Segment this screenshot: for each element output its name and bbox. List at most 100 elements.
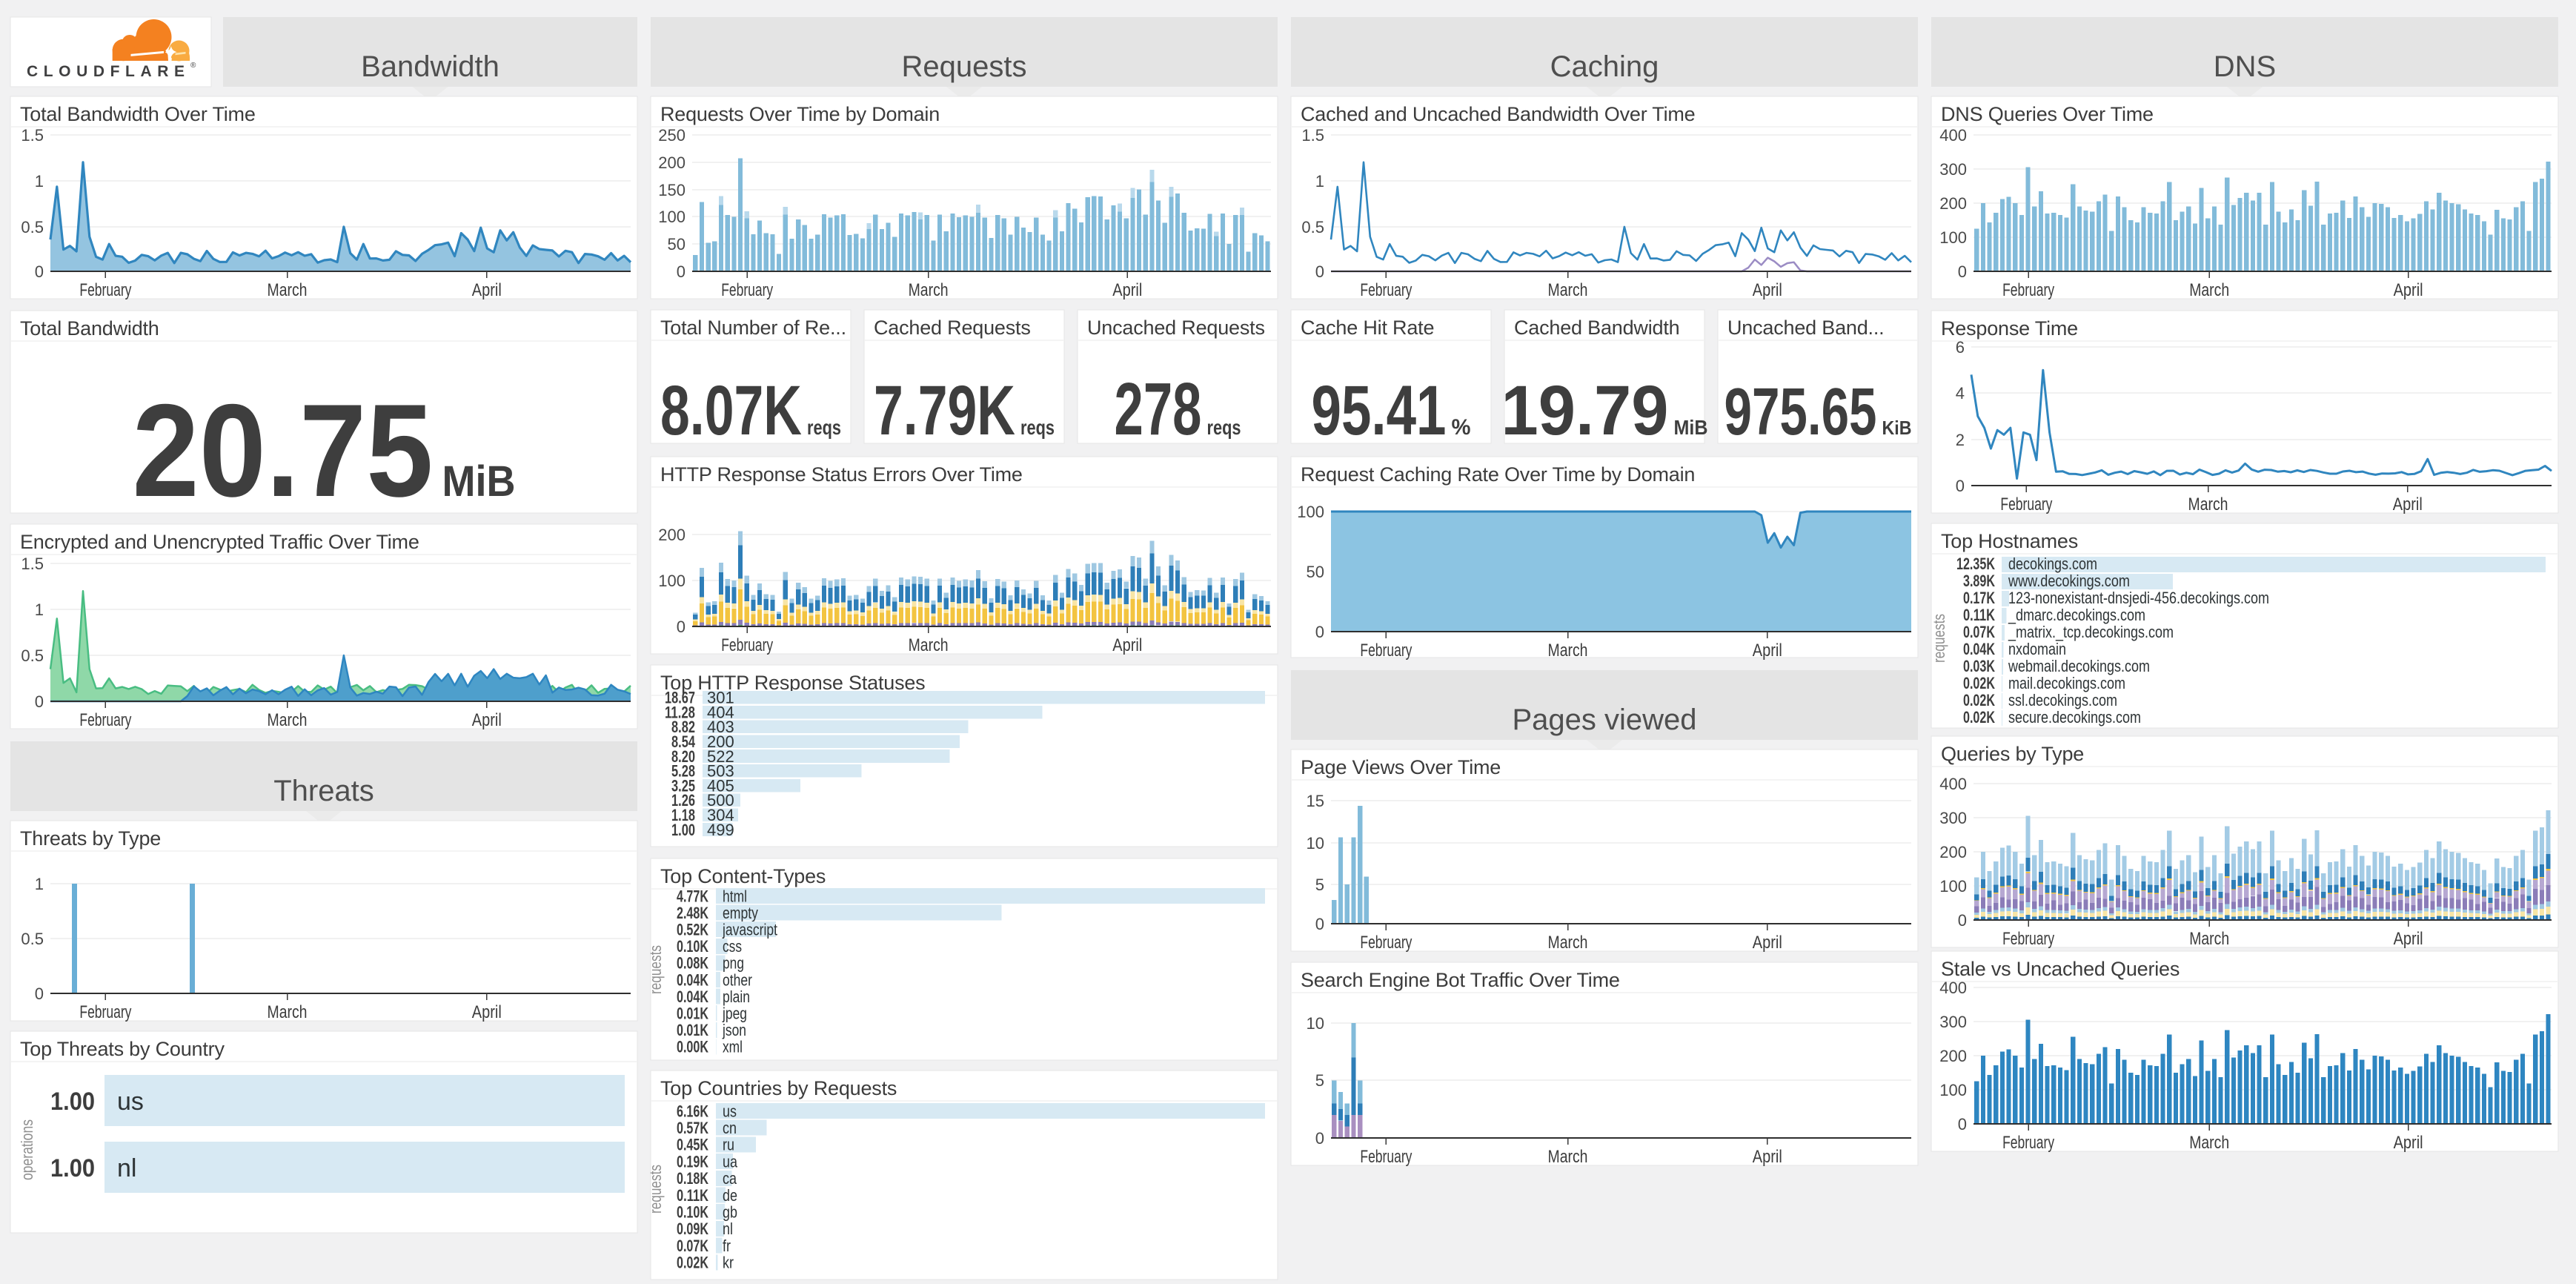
svg-text:0.07K: 0.07K xyxy=(1963,623,1995,641)
svg-text:404: 404 xyxy=(707,703,734,721)
svg-text:MiB: MiB xyxy=(1674,416,1708,439)
svg-text:April: April xyxy=(2394,1133,2423,1153)
svg-text:nxdomain: nxdomain xyxy=(2008,640,2066,658)
svg-text:18.67: 18.67 xyxy=(665,689,695,707)
svg-text:mail.decokings.com: mail.decokings.com xyxy=(2008,674,2125,692)
svg-text:100: 100 xyxy=(1939,1081,1967,1099)
svg-text:secure.decokings.com: secure.decokings.com xyxy=(2008,708,2141,727)
svg-text:200: 200 xyxy=(658,153,686,172)
svg-text:4: 4 xyxy=(1956,384,1965,403)
svg-text:1: 1 xyxy=(35,172,44,191)
svg-text:April: April xyxy=(472,1002,502,1022)
svg-text:522: 522 xyxy=(707,747,734,766)
svg-text:_matrix._tcp.decokings.com: _matrix._tcp.decokings.com xyxy=(2008,623,2174,641)
svg-text:Cached Bandwidth: Cached Bandwidth xyxy=(1514,317,1679,339)
svg-text:Stale vs Uncached Queries: Stale vs Uncached Queries xyxy=(1941,958,2180,980)
svg-text:requests: requests xyxy=(1930,614,1948,663)
svg-text:Queries by Type: Queries by Type xyxy=(1941,743,2084,765)
svg-text:webmail.decokings.com: webmail.decokings.com xyxy=(2008,657,2150,675)
svg-text:301: 301 xyxy=(707,689,734,707)
svg-text:Cached and Uncached Bandwidth: Cached and Uncached Bandwidth Over Time xyxy=(1301,103,1696,125)
svg-text:0.02K: 0.02K xyxy=(1963,674,1995,692)
svg-text:ua: ua xyxy=(723,1152,738,1171)
svg-text:Top HTTP Response Statuses: Top HTTP Response Statuses xyxy=(660,672,925,694)
svg-text:1.5: 1.5 xyxy=(21,555,44,573)
svg-text:1.00: 1.00 xyxy=(50,1154,95,1182)
svg-text:400: 400 xyxy=(1939,126,1967,145)
svg-text:10: 10 xyxy=(1307,1014,1324,1033)
svg-text:Top Content-Types: Top Content-Types xyxy=(660,865,826,887)
svg-text:1.00: 1.00 xyxy=(671,821,695,839)
svg-text:0: 0 xyxy=(35,984,44,1003)
svg-text:400: 400 xyxy=(1939,775,1967,793)
svg-text:March: March xyxy=(2189,929,2229,949)
svg-text:3.89K: 3.89K xyxy=(1963,572,1995,590)
svg-text:empty: empty xyxy=(723,904,758,922)
svg-text:100: 100 xyxy=(1297,503,1324,521)
svg-text:0: 0 xyxy=(1315,262,1324,281)
svg-text:Total Number of Re...: Total Number of Re... xyxy=(660,317,846,339)
svg-text:0.04K: 0.04K xyxy=(1963,640,1995,658)
svg-text:April: April xyxy=(1753,641,1782,661)
svg-text:0.19K: 0.19K xyxy=(677,1152,708,1171)
svg-text:0.02K: 0.02K xyxy=(1963,691,1995,709)
svg-text:March: March xyxy=(909,280,949,300)
svg-text:de: de xyxy=(723,1186,737,1205)
svg-text:400: 400 xyxy=(1939,979,1967,997)
svg-text:February: February xyxy=(1360,641,1412,661)
svg-text:April: April xyxy=(1753,933,1782,953)
svg-text:0.5: 0.5 xyxy=(21,218,44,236)
svg-text:DNS: DNS xyxy=(2214,50,2276,83)
svg-text:Bandwidth: Bandwidth xyxy=(361,50,499,83)
svg-text:0.52K: 0.52K xyxy=(677,921,708,939)
svg-text:50: 50 xyxy=(1307,563,1324,581)
svg-text:February: February xyxy=(1360,280,1412,300)
svg-text:March: March xyxy=(1548,933,1588,953)
svg-text:0: 0 xyxy=(1315,1129,1324,1148)
svg-text:499: 499 xyxy=(707,821,734,839)
svg-text:0.5: 0.5 xyxy=(1301,218,1324,236)
svg-text:100: 100 xyxy=(658,208,686,226)
svg-text:ca: ca xyxy=(723,1169,737,1188)
svg-text:304: 304 xyxy=(707,806,734,824)
svg-text:Caching: Caching xyxy=(1550,50,1659,83)
svg-text:6.16K: 6.16K xyxy=(677,1102,708,1120)
svg-text:March: March xyxy=(268,280,308,300)
svg-text:0.00K: 0.00K xyxy=(677,1038,708,1056)
svg-text:8.07K: 8.07K xyxy=(660,371,802,450)
svg-text:Encrypted and Unencrypted Traf: Encrypted and Unencrypted Traffic Over T… xyxy=(20,531,419,553)
svg-text:0.11K: 0.11K xyxy=(677,1186,708,1205)
svg-text:100: 100 xyxy=(658,572,686,590)
svg-text:503: 503 xyxy=(707,762,734,781)
svg-text:20.75: 20.75 xyxy=(133,377,434,524)
svg-text:Top Countries by Requests: Top Countries by Requests xyxy=(660,1077,897,1099)
svg-text:1.5: 1.5 xyxy=(21,126,44,145)
svg-text:Uncached Band...: Uncached Band... xyxy=(1727,317,1884,339)
svg-text:_dmarc.decokings.com: _dmarc.decokings.com xyxy=(2008,606,2145,624)
svg-text:www.decokings.com: www.decokings.com xyxy=(2008,572,2130,590)
svg-text:css: css xyxy=(723,937,742,956)
svg-text:other: other xyxy=(723,970,752,989)
svg-text:April: April xyxy=(472,280,502,300)
svg-text:300: 300 xyxy=(1939,809,1967,827)
svg-text:100: 100 xyxy=(1939,877,1967,896)
svg-text:February: February xyxy=(1360,1147,1412,1167)
svg-text:February: February xyxy=(79,1002,131,1022)
svg-text:5.28: 5.28 xyxy=(671,762,695,781)
svg-text:8.54: 8.54 xyxy=(671,732,696,751)
svg-text:ssl.decokings.com: ssl.decokings.com xyxy=(2008,691,2117,709)
svg-text:4.77K: 4.77K xyxy=(677,887,708,905)
svg-text:0: 0 xyxy=(1315,623,1324,641)
svg-text:0.57K: 0.57K xyxy=(677,1119,708,1137)
svg-text:0: 0 xyxy=(35,262,44,281)
svg-text:requests: requests xyxy=(646,1165,665,1214)
svg-text:gb: gb xyxy=(723,1203,737,1222)
svg-text:0: 0 xyxy=(35,692,44,711)
svg-text:278: 278 xyxy=(1115,368,1202,451)
svg-text:March: March xyxy=(1548,280,1588,300)
svg-text:April: April xyxy=(2394,929,2423,949)
svg-text:Cached Requests: Cached Requests xyxy=(874,317,1031,339)
svg-text:html: html xyxy=(723,887,747,905)
svg-text:0: 0 xyxy=(1958,1115,1967,1134)
svg-text:1.5: 1.5 xyxy=(1301,126,1324,145)
